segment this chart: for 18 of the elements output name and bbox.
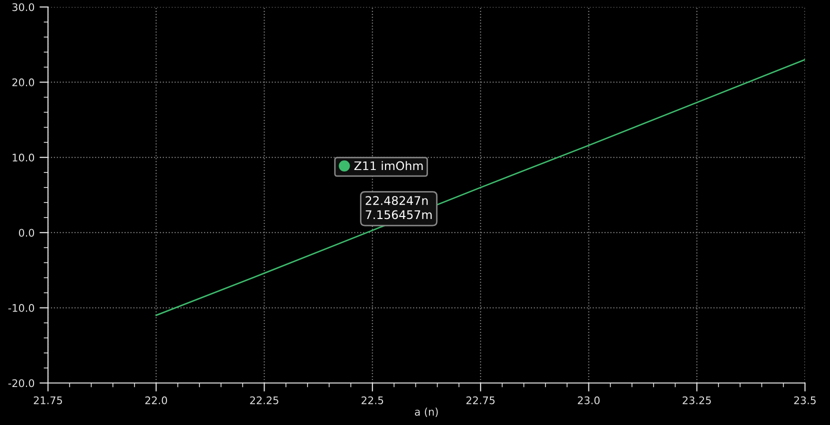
y-tick-label: 10.0: [12, 154, 34, 162]
x-tick-label: 22.25: [250, 396, 278, 404]
x-tick-label: 22.75: [466, 396, 495, 404]
line-series: [155, 58, 805, 316]
x-tick-label: 22.5: [362, 396, 384, 404]
x-tick-label: 23.0: [578, 396, 600, 404]
y-tick-label: 30.0: [12, 3, 34, 12]
y-tick-label: -10.0: [8, 304, 34, 312]
annotation: 22.48247n 7.156457m: [366, 196, 432, 220]
legend-label: Z11 imOhm: [354, 161, 423, 170]
x-tick-label: 21.75: [34, 396, 62, 404]
y-tick-label: -20.0: [8, 379, 34, 388]
x-tick-label: 22.0: [145, 396, 168, 404]
y-tick-label: 0.0: [18, 228, 34, 237]
x-axis-title: a (n): [414, 408, 438, 417]
x-tick-label: 23.25: [682, 396, 711, 404]
x-tick-label: 23.5: [794, 396, 816, 404]
y-tick-label: 20.0: [12, 78, 34, 86]
